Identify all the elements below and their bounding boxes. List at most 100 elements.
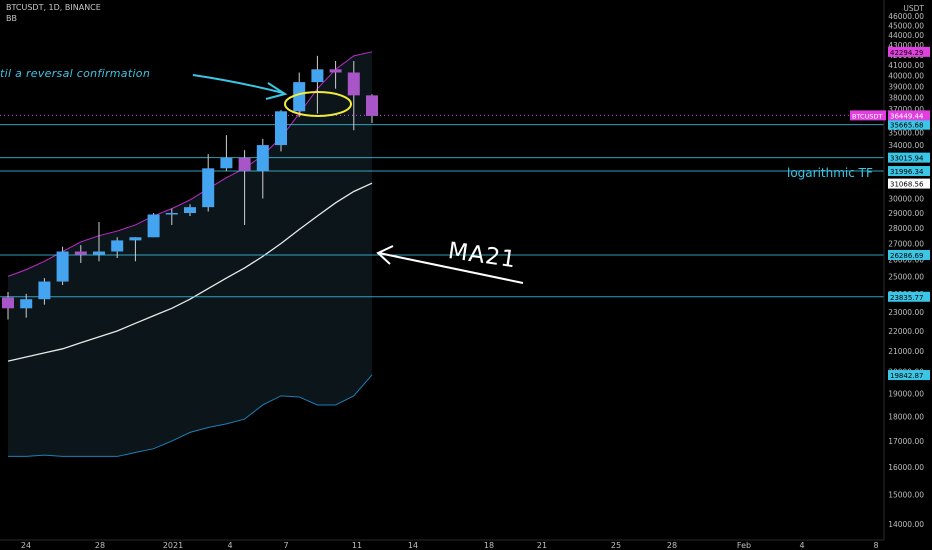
price-tick-label: 22000.00: [888, 327, 924, 336]
upper-band-line: [7, 51, 373, 277]
price-tick-label: 37000.00: [888, 105, 924, 114]
candle-body-20: [366, 95, 378, 116]
ma21-line: [7, 182, 373, 362]
candle-body-18: [329, 69, 342, 73]
ma21-tag-text: 31068.56: [890, 181, 924, 189]
candle-body-7: [129, 237, 142, 241]
price-unit-label: USDT: [903, 4, 924, 13]
reversal-annotation: til a reversal confirmation: [0, 67, 151, 80]
candle-body-15: [275, 111, 287, 146]
candle-body-5: [93, 251, 105, 255]
price-tick-label: 30000.00: [888, 195, 924, 204]
level-tag-4-text: 23835.77: [890, 294, 923, 302]
price-tick-label: 16000.00: [888, 463, 924, 472]
lower-band-tag-bg: [888, 370, 930, 381]
price-tick-label: 25000.00: [888, 272, 924, 281]
level-tag-1-text: 33015.94: [890, 155, 924, 163]
candle-body-17: [311, 69, 324, 83]
candle-body-6: [111, 240, 124, 252]
time-tick-label: 2021: [163, 541, 183, 550]
candle-body-0: [2, 297, 14, 309]
bollinger-bands: [7, 51, 373, 457]
time-tick-label: 8: [873, 541, 878, 550]
price-tick-label: 38000.00: [888, 94, 924, 103]
candles[interactable]: [2, 55, 378, 320]
price-tick-label: 18000.00: [888, 413, 924, 422]
time-tick-label: 11: [352, 541, 362, 550]
time-tick-label: Feb: [737, 541, 751, 550]
time-axis[interactable]: 24 28 2021 4 7 11 14 18 21 25 28 Feb 4 8: [0, 539, 884, 550]
price-tick-label: 43000.00: [888, 41, 924, 50]
level-tag-0-text: 35665.68: [890, 122, 923, 130]
horizontal-levels: [0, 114, 884, 298]
time-tick-label: 18: [484, 541, 494, 550]
candle-body-4: [74, 251, 87, 255]
candle-body-14: [256, 145, 269, 171]
price-tick-label: 34000.00: [888, 141, 924, 150]
annotation-shapes: [192, 74, 524, 284]
candle-body-2: [38, 281, 51, 300]
upper-band-tag-text: 42294.29: [890, 49, 923, 57]
lower-band-tag-text: 19842.87: [890, 372, 923, 380]
candle-body-1: [20, 299, 33, 309]
price-tick-label: 21000.00: [888, 347, 924, 356]
candle-body-19: [347, 72, 360, 96]
time-tick-label: 21: [537, 541, 547, 550]
lower-band-line: [8, 374, 373, 457]
price-tick-label: 39000.00: [888, 82, 924, 91]
ma21-arrow-head: [376, 245, 394, 265]
price-tick-label: 15000.00: [888, 491, 924, 500]
level-tag-2-bg: [888, 166, 930, 177]
candle-body-12: [220, 157, 233, 169]
candle-body-10: [184, 207, 196, 214]
band-fill: [8, 51, 372, 457]
logarithmic-annotation: logarithmic TF: [787, 166, 873, 180]
time-tick-label: 28: [667, 541, 677, 550]
current-price-tag-bg: [888, 110, 930, 121]
price-tick-label: 19000.00: [888, 390, 924, 399]
level-tag-1-bg: [888, 152, 930, 163]
price-tick-label: 29000.00: [888, 209, 924, 218]
time-tick-label: 25: [611, 541, 621, 550]
price-tick-label: 27000.00: [888, 240, 924, 249]
time-tick-label: 24: [21, 541, 31, 550]
candle-body-9: [165, 213, 178, 215]
time-tick-label: 4: [227, 541, 232, 550]
candle-body-11: [202, 168, 215, 208]
time-tick-label: 4: [799, 541, 804, 550]
upper-band-tag-bg: [888, 46, 930, 57]
symbol-tag-text: BTCUSDT: [852, 112, 882, 120]
price-tick-label: 23000.00: [888, 308, 924, 317]
price-tick-label: 44000.00: [888, 31, 924, 40]
ma21-tag-bg: [888, 178, 930, 189]
symbol-tag-bg: [850, 110, 886, 121]
price-tags: 42294.29 35665.68 33015.94 31996.34 31068.56…: [850, 46, 930, 381]
reversal-arrow-shaft: [192, 74, 284, 94]
time-tick-label: 7: [283, 541, 288, 550]
candle-body-3: [56, 251, 69, 282]
price-tick-label: 46000.00: [888, 12, 924, 21]
level-tag-2-text: 31996.34: [890, 168, 924, 176]
ma21-arrow-shaft: [378, 252, 524, 284]
level-tag-3-text: 26286.69: [890, 252, 923, 260]
price-tick-label: 41000.00: [888, 61, 924, 70]
reversal-arrow-head: [265, 82, 288, 100]
level-tag-0-bg: [888, 119, 930, 130]
indicator-label: BB: [6, 14, 17, 23]
time-tick-label: 28: [95, 541, 105, 550]
current-price-tag-text: 36449.44: [890, 112, 924, 120]
price-tick-label: 26000.00: [888, 256, 924, 265]
price-tick-label: 14000.00: [888, 520, 924, 529]
candle-body-8: [147, 214, 160, 238]
price-tick-label: 35000.00: [888, 129, 924, 138]
highlight-circle: [284, 91, 352, 117]
price-tick-label: 45000.00: [888, 21, 924, 30]
price-tick-label: 17000.00: [888, 437, 924, 446]
price-tick-label: 40000.00: [888, 72, 924, 81]
symbol-info: BTCUSDT, 1D, BINANCE: [6, 3, 101, 12]
level-tag-3-bg: [888, 249, 930, 260]
candle-body-16: [293, 82, 306, 112]
time-tick-label: 14: [408, 541, 418, 550]
candle-body-13: [238, 157, 251, 171]
